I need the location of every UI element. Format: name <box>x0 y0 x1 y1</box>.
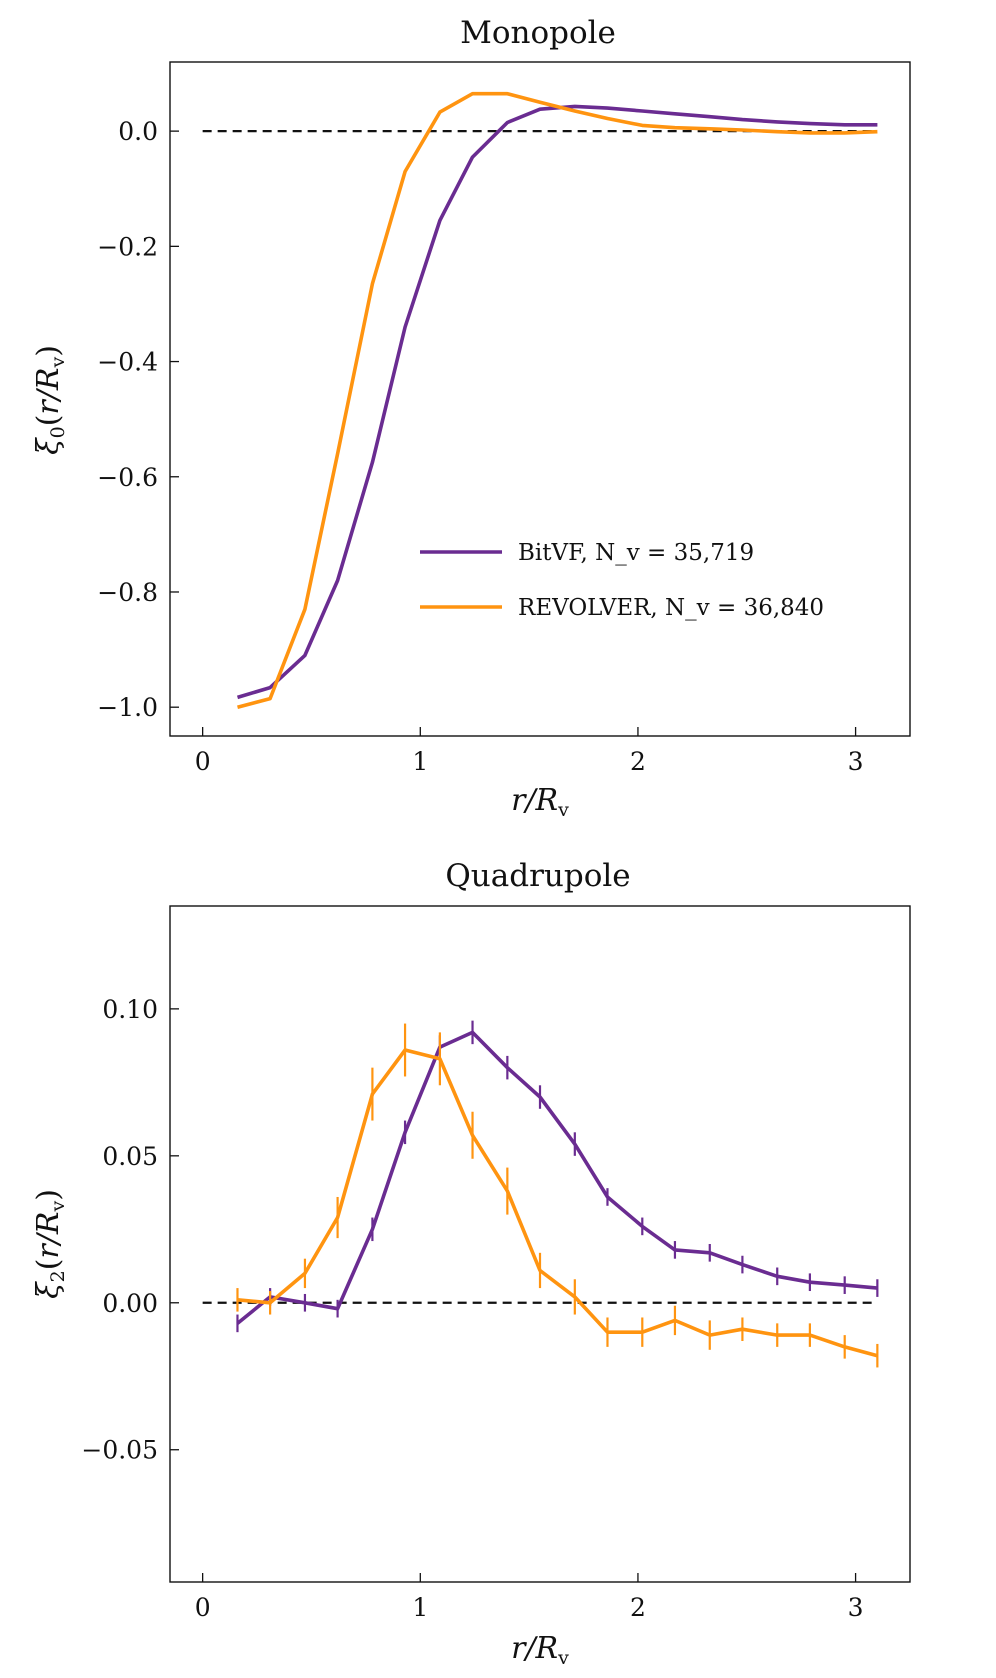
quadrupole-title: Quadrupole <box>445 858 630 894</box>
monopole-y-tick-label: −0.8 <box>97 578 158 607</box>
monopole-plot-frame <box>169 61 911 737</box>
monopole-y-tick-label: 0.0 <box>118 117 158 146</box>
quadrupole-x-tick-label: 1 <box>412 1593 428 1622</box>
quadrupole-line-revolver <box>237 1048 878 1358</box>
monopole-y-tick-label: −0.2 <box>97 232 158 261</box>
monopole-y-tick-label: −1.0 <box>97 693 158 722</box>
monopole-y-tick-label: −0.6 <box>97 463 158 492</box>
quadrupole-y-tick-label: 0.05 <box>102 1142 158 1171</box>
quadrupole-series <box>236 1020 879 1368</box>
quadrupole-line-bitvf <box>236 1030 878 1325</box>
monopole-series <box>236 91 878 709</box>
legend-label-bitvf: BitVF, N_v = 35,719 <box>518 540 754 566</box>
quadrupole-x-tick-label: 0 <box>195 1593 211 1622</box>
quadrupole-y-tick-label: 0.10 <box>102 995 158 1024</box>
legend-label-revolver: REVOLVER, N_v = 36,840 <box>518 595 824 621</box>
monopole-panel: Monopole 0 1 2 3 0.0 −0.2 −0.4 −0.6 −0.8 −1.0 r/R… <box>31 15 911 821</box>
monopole-x-tick-label: 0 <box>195 747 211 776</box>
monopole-title: Monopole <box>460 15 616 51</box>
monopole-y-axis-label: ξ0(r/Rv) <box>31 345 69 455</box>
quadrupole-ticks: 0 1 2 3 0.10 0.05 0.00 −0.05 <box>81 995 863 1622</box>
quadrupole-x-axis-label: r/Rv <box>511 1631 569 1669</box>
monopole-ticks: 0 1 2 3 0.0 −0.2 −0.4 −0.6 −0.8 −1.0 <box>97 117 863 776</box>
monopole-x-tick-label: 1 <box>412 747 428 776</box>
quadrupole-x-tick-label: 2 <box>630 1593 646 1622</box>
monopole-legend: BitVF, N_v = 35,719 REVOLVER, N_v = 36,8… <box>420 540 824 621</box>
monopole-x-tick-label: 2 <box>630 747 646 776</box>
monopole-x-axis-label: r/Rv <box>511 783 569 821</box>
quadrupole-y-tick-label: −0.05 <box>81 1436 158 1465</box>
monopole-line-revolver <box>237 91 878 709</box>
monopole-x-tick-label: 3 <box>848 747 864 776</box>
quadrupole-y-axis-label: ξ2(r/Rv) <box>31 1189 69 1299</box>
quadrupole-panel: Quadrupole 0 1 2 3 0.10 0.05 0.00 −0.05 r/Rv ξ2… <box>31 858 911 1669</box>
quadrupole-y-tick-label: 0.00 <box>102 1289 158 1318</box>
quadrupole-plot-frame <box>169 905 911 1583</box>
quadrupole-x-tick-label: 3 <box>848 1593 864 1622</box>
monopole-y-tick-label: −0.4 <box>97 348 158 377</box>
